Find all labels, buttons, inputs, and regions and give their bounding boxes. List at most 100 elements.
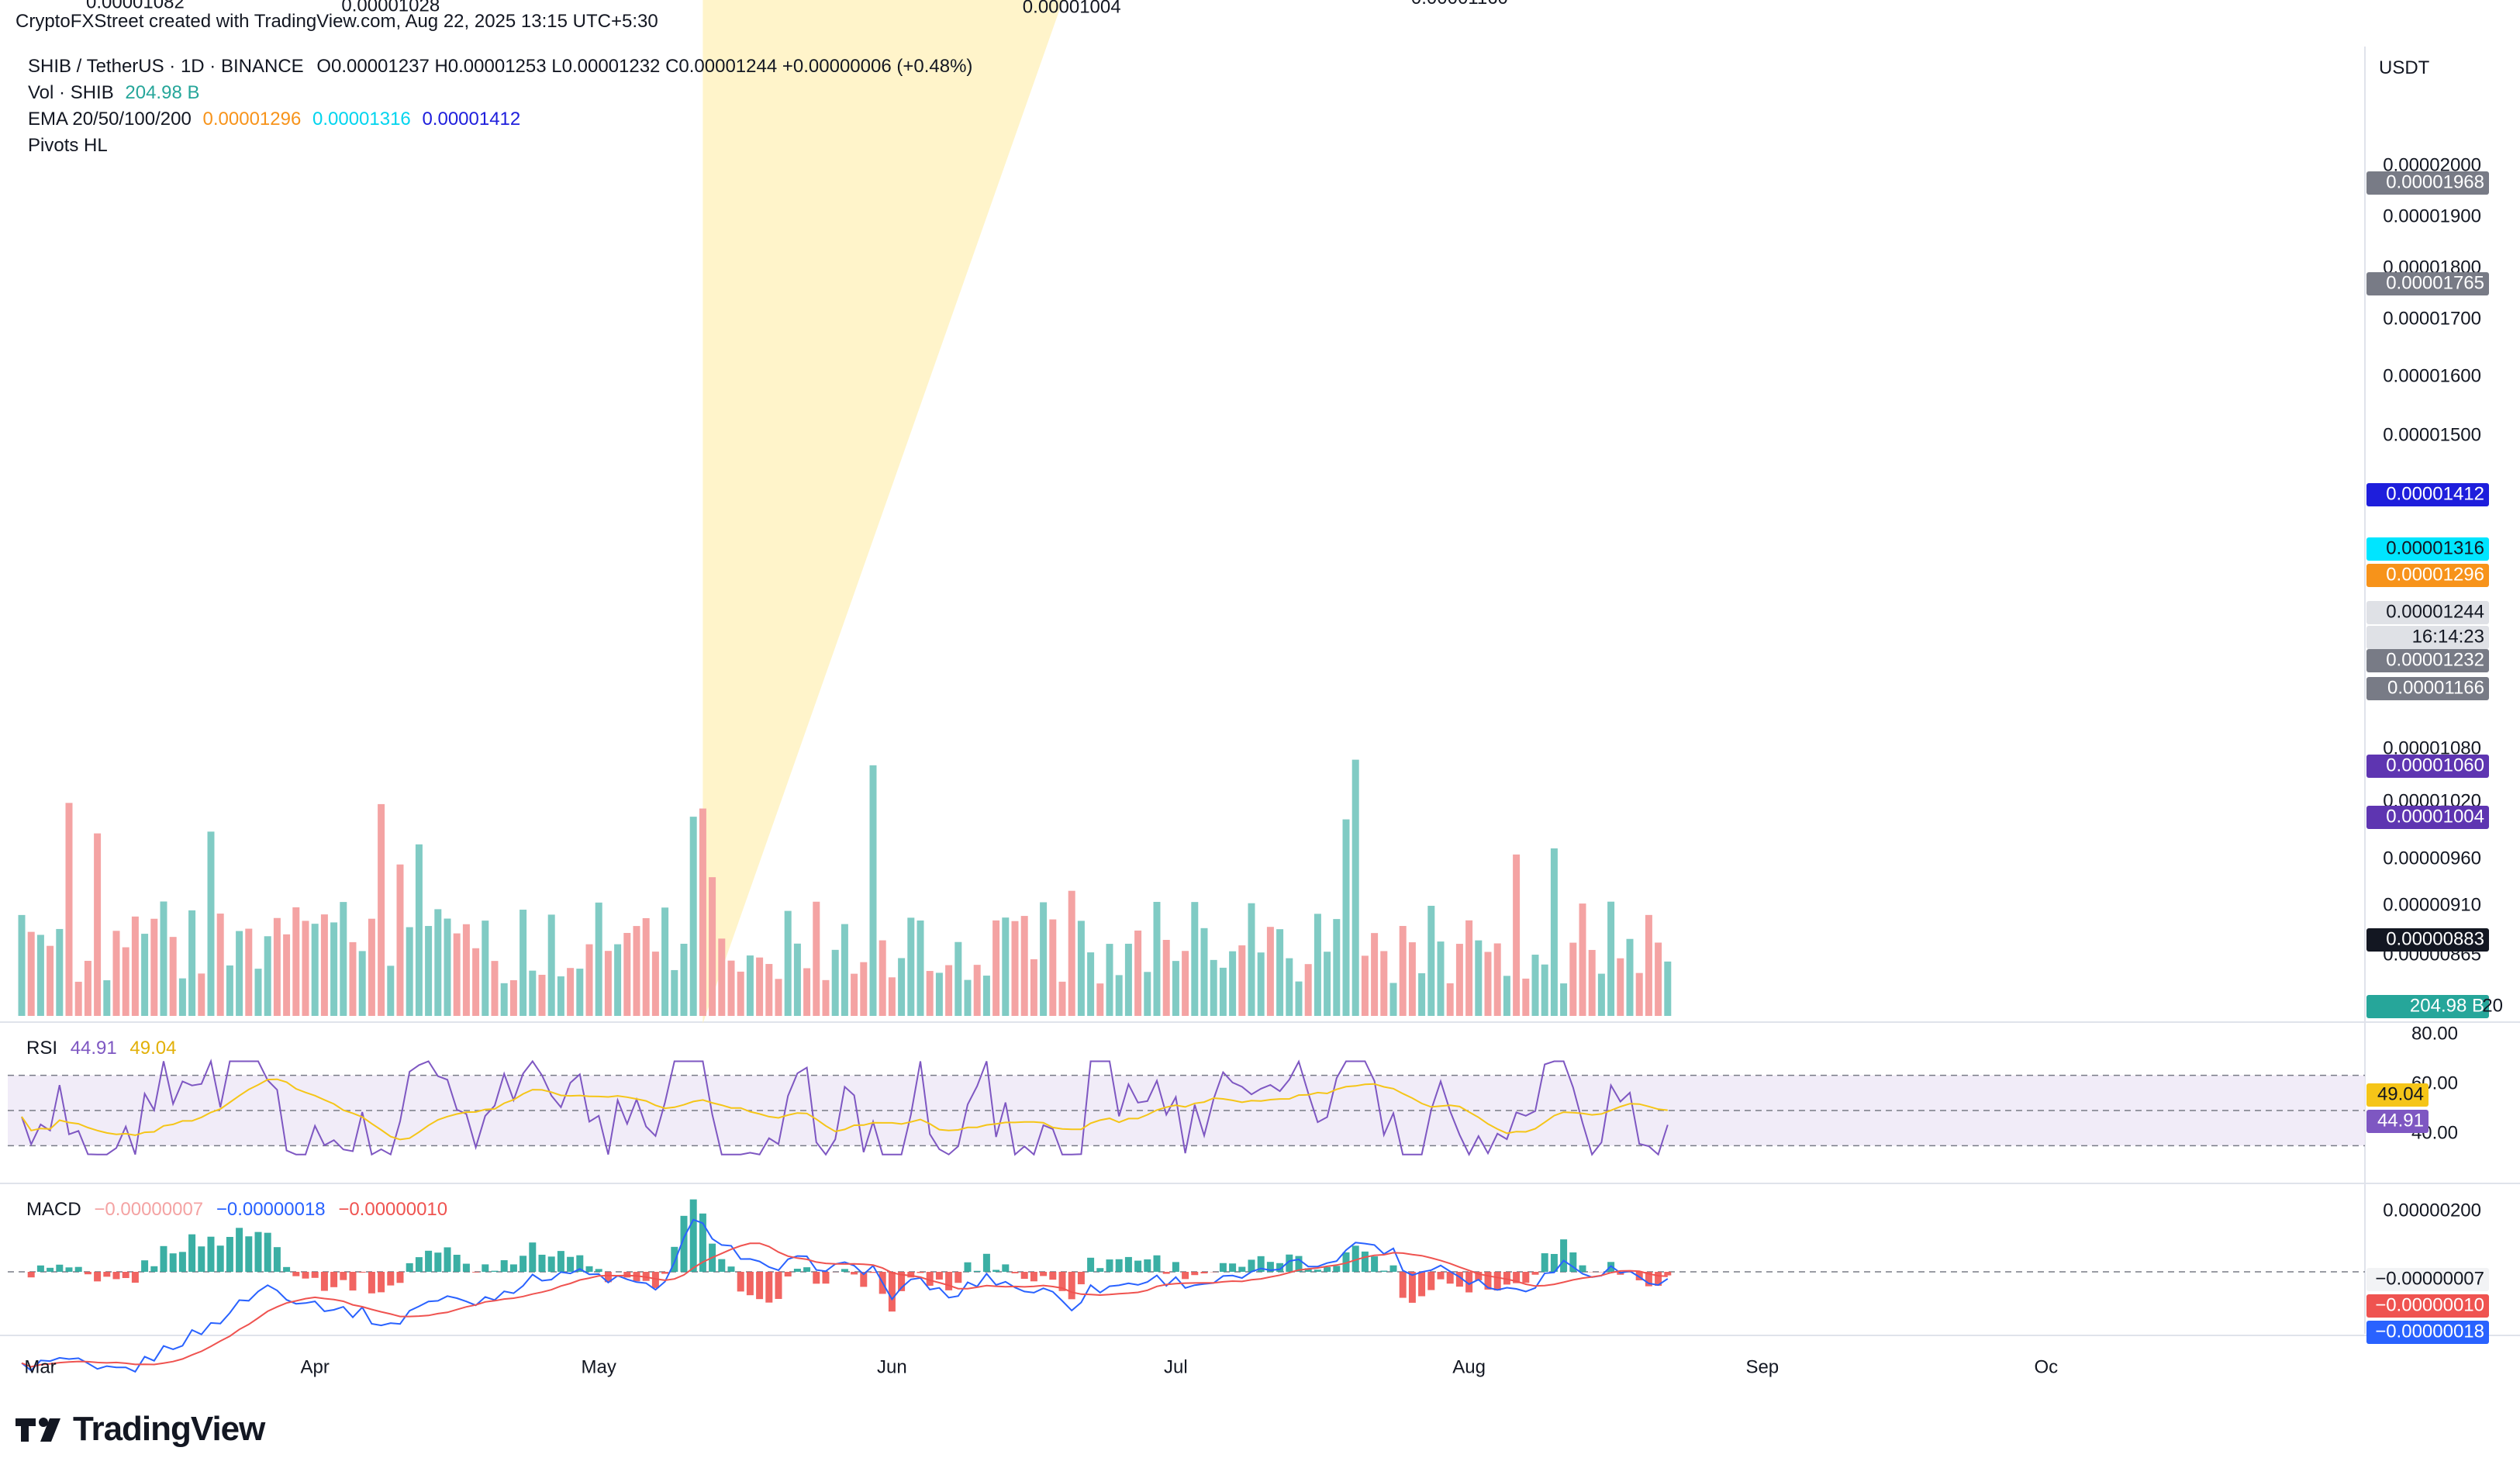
currency-label[interactable]: USDT [2379, 57, 2430, 78]
volume-bar [65, 803, 73, 1016]
volume-bar [1531, 955, 1539, 1016]
macd-histogram-bar [907, 1272, 915, 1278]
symbol-label: SHIB / TetherUS · 1D · BINANCE [28, 56, 304, 77]
y-axis-price-tag [2366, 755, 2489, 778]
macd-signal-line [21, 1242, 1668, 1368]
macd-histogram-bar [472, 1272, 480, 1273]
volume-bar [1002, 917, 1010, 1016]
volume-bar [803, 968, 811, 1016]
macd-histogram-bar [567, 1256, 575, 1272]
volume-bar [131, 916, 139, 1016]
y-axis-price-tag-text: 0.00001060 [2386, 755, 2484, 775]
volume-bar [964, 979, 972, 1016]
macd-histogram-bar [47, 1267, 54, 1272]
macd-value-tag [2366, 1321, 2489, 1344]
macd-histogram-bar [406, 1263, 413, 1272]
x-axis-month-label: Oc [2034, 1356, 2058, 1377]
macd-histogram-bar [292, 1272, 300, 1276]
y-axis-price-tag [2366, 626, 2489, 649]
macd-histogram-bar [1219, 1263, 1227, 1272]
volume-bar [822, 979, 830, 1016]
volume-bar [103, 980, 111, 1016]
volume-bar [444, 918, 451, 1016]
volume-bar [671, 969, 678, 1016]
ema-label: EMA 20/50/100/200 [28, 109, 192, 130]
macd-histogram-bar [84, 1272, 91, 1275]
macd-histogram-bar [311, 1272, 319, 1278]
macd-histogram-bar [1068, 1272, 1075, 1300]
macd-histogram-bar [1011, 1272, 1019, 1273]
macd-histogram-bar [727, 1266, 735, 1272]
macd-histogram-bar [1503, 1272, 1510, 1285]
macd-histogram-bar [1286, 1254, 1293, 1272]
volume-bar [585, 944, 593, 1016]
macd-histogram-bar [368, 1272, 375, 1294]
y-axis-tick: 0.00000910 [2383, 894, 2481, 915]
macd-histogram-bar [1229, 1263, 1237, 1272]
volume-bar [851, 973, 858, 1016]
volume-bar [415, 844, 423, 1016]
volume-bar [1106, 944, 1113, 1016]
macd-histogram-bar [1049, 1272, 1057, 1280]
x-axis-month-label: Aug [1452, 1356, 1486, 1377]
macd-histogram-bar [254, 1231, 262, 1272]
volume-bar [831, 949, 839, 1016]
macd-histogram-bar [1257, 1256, 1265, 1272]
tradingview-logo[interactable]: TradingView [16, 1410, 265, 1449]
macd-histogram-bar [1455, 1272, 1463, 1287]
macd-histogram-bar [954, 1272, 962, 1283]
macd-value-tag [2366, 1268, 2489, 1291]
macd-histogram-bar [1058, 1272, 1066, 1291]
macd-histogram-bar [1314, 1269, 1321, 1272]
macd-histogram-bar [65, 1267, 73, 1272]
macd-hist-value: −0.00000007 [94, 1199, 204, 1220]
macd-histogram-bar [547, 1256, 555, 1272]
x-axis-month-label: Mar [24, 1356, 56, 1377]
macd-histogram-bar [860, 1272, 868, 1287]
macd-histogram-bar [320, 1272, 328, 1291]
macd-histogram-bar [1380, 1270, 1388, 1272]
volume-bar [509, 979, 517, 1016]
macd-histogram-bar [1531, 1272, 1539, 1275]
macd-histogram-bar [992, 1269, 1000, 1272]
macd-histogram-bar [1020, 1272, 1028, 1280]
volume-bar [1597, 973, 1605, 1016]
volume-bar [651, 952, 659, 1016]
volume-bar [992, 920, 1000, 1016]
macd-line-value: −0.00000018 [216, 1199, 326, 1220]
volume-bar [1124, 943, 1132, 1016]
y-axis-price-tag [2366, 171, 2489, 195]
macd-histogram-bar [358, 1272, 366, 1273]
macd-label: MACD [26, 1199, 81, 1220]
volume-bar [1238, 945, 1246, 1016]
volume-bar [349, 941, 357, 1016]
macd-histogram-bar [169, 1253, 177, 1272]
macd-histogram-bar [1030, 1272, 1037, 1282]
volume-bar [973, 965, 981, 1016]
volume-bar [1418, 972, 1426, 1016]
macd-histogram-bar [661, 1272, 669, 1274]
legend-ema: EMA 20/50/100/200 0.00001296 0.00001316 … [28, 109, 520, 130]
volume-bar [604, 951, 612, 1016]
macd-histogram-bar [1077, 1272, 1085, 1285]
volume-bar [623, 933, 631, 1016]
volume-bar [1248, 903, 1255, 1016]
volume-bar [1475, 940, 1483, 1016]
volume-value: 204.98 B [125, 82, 200, 103]
volume-bar [746, 955, 754, 1016]
volume-bar [1049, 919, 1057, 1016]
macd-histogram-bar [822, 1272, 830, 1284]
macd-histogram-bar [841, 1269, 848, 1272]
y-axis-price-tag-text: 0.00001004 [2386, 806, 2484, 827]
rsi-ma-value: 49.04 [129, 1038, 177, 1059]
volume-bar [642, 917, 650, 1016]
rsi-axis-tick: 80.00 [2411, 1023, 2458, 1044]
y-axis-price-tag [2366, 928, 2489, 952]
volume-bar [917, 920, 924, 1016]
volume-bar [1626, 938, 1634, 1016]
volume-bar [1645, 914, 1652, 1016]
macd-value-tag-text: −0.00000010 [2375, 1294, 2484, 1315]
volume-bar [1266, 927, 1274, 1016]
volume-bar [292, 907, 300, 1016]
